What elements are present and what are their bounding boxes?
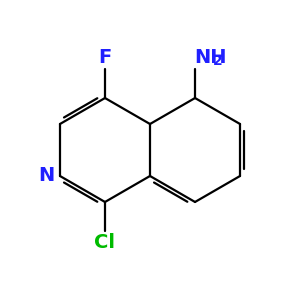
Text: F: F — [98, 48, 112, 67]
Text: Cl: Cl — [94, 233, 116, 252]
Text: N: N — [38, 167, 55, 185]
Text: NH: NH — [194, 48, 226, 67]
Text: 2: 2 — [213, 54, 222, 68]
